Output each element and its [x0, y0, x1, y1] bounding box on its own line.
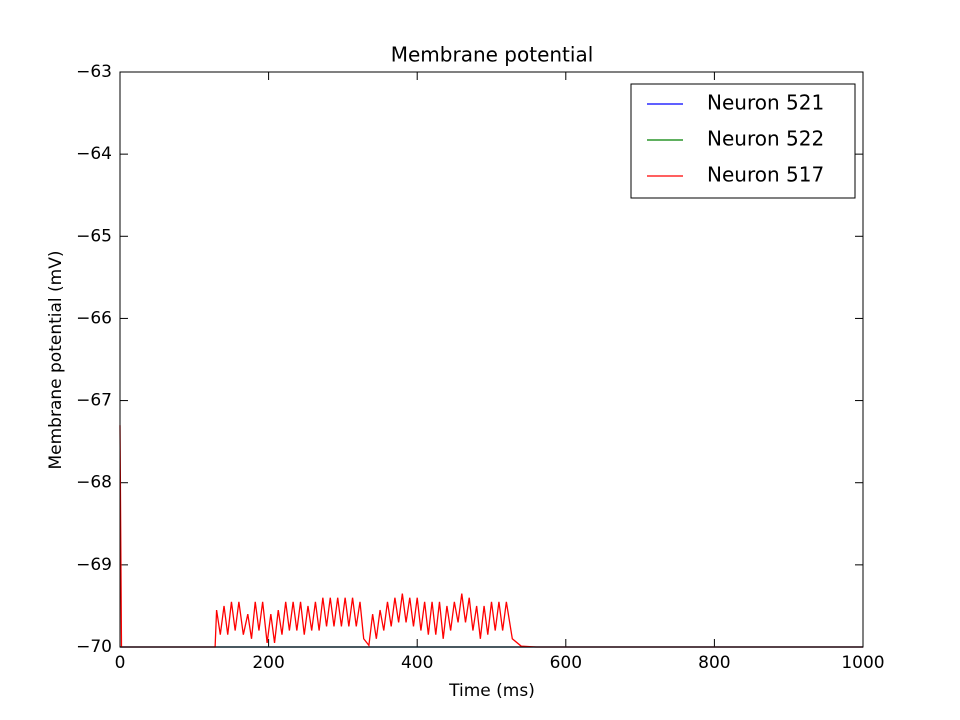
legend-label: Neuron 522: [707, 127, 824, 151]
data-line: [119, 425, 863, 648]
y-tick-label: −69: [76, 555, 112, 575]
y-tick-label: −68: [76, 473, 112, 493]
x-tick-label: 400: [401, 653, 433, 673]
legend-box: [630, 83, 856, 199]
x-tick-label: 0: [115, 653, 126, 673]
x-tick-label: 600: [550, 653, 582, 673]
x-axis-label: Time (ms): [448, 681, 535, 701]
y-tick-label: −66: [76, 308, 112, 328]
plot-frame: [119, 71, 864, 648]
x-tick-label: 200: [252, 653, 284, 673]
legend-label: Neuron 517: [707, 163, 824, 187]
y-tick-label: −63: [76, 62, 112, 82]
y-tick-label: −70: [76, 637, 112, 657]
y-axis-label: Membrane potential (mV): [46, 251, 66, 470]
y-tick-label: −67: [76, 391, 112, 411]
legend-label: Neuron 521: [707, 91, 824, 115]
chart-title: Membrane potential: [391, 43, 594, 67]
x-tick-label: 1000: [841, 653, 884, 673]
legend: Neuron 521 Neuron 522 Neuron 517: [630, 83, 856, 199]
y-tick-label: −65: [76, 226, 112, 246]
y-tick-label: −64: [76, 144, 112, 164]
x-tick-label: 800: [698, 653, 730, 673]
